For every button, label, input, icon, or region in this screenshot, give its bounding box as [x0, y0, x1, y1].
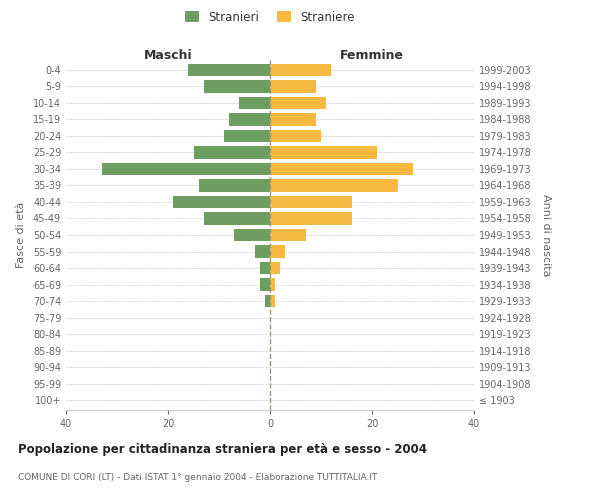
- Bar: [270, 246, 286, 258]
- Bar: [254, 246, 270, 258]
- Bar: [260, 262, 270, 274]
- Bar: [270, 80, 316, 92]
- Bar: [204, 212, 270, 224]
- Y-axis label: Fasce di età: Fasce di età: [16, 202, 26, 268]
- Legend: Stranieri, Straniere: Stranieri, Straniere: [180, 6, 360, 28]
- Bar: [270, 229, 306, 241]
- Bar: [270, 262, 280, 274]
- Bar: [229, 113, 270, 126]
- Bar: [224, 130, 270, 142]
- Bar: [101, 163, 270, 175]
- Bar: [204, 80, 270, 92]
- Text: COMUNE DI CORI (LT) - Dati ISTAT 1° gennaio 2004 - Elaborazione TUTTITALIA.IT: COMUNE DI CORI (LT) - Dati ISTAT 1° genn…: [18, 472, 377, 482]
- Bar: [239, 96, 270, 109]
- Bar: [235, 229, 270, 241]
- Bar: [193, 146, 270, 158]
- Bar: [199, 180, 270, 192]
- Text: Maschi: Maschi: [143, 48, 193, 62]
- Bar: [270, 146, 377, 158]
- Bar: [188, 64, 270, 76]
- Y-axis label: Anni di nascita: Anni di nascita: [541, 194, 551, 276]
- Bar: [270, 212, 352, 224]
- Bar: [270, 163, 413, 175]
- Bar: [270, 278, 275, 290]
- Bar: [173, 196, 270, 208]
- Bar: [270, 130, 321, 142]
- Bar: [270, 96, 326, 109]
- Bar: [270, 180, 398, 192]
- Bar: [260, 278, 270, 290]
- Text: Popolazione per cittadinanza straniera per età e sesso - 2004: Popolazione per cittadinanza straniera p…: [18, 442, 427, 456]
- Bar: [270, 64, 331, 76]
- Bar: [270, 196, 352, 208]
- Bar: [270, 295, 275, 307]
- Bar: [265, 295, 270, 307]
- Text: Femmine: Femmine: [340, 48, 404, 62]
- Bar: [270, 113, 316, 126]
